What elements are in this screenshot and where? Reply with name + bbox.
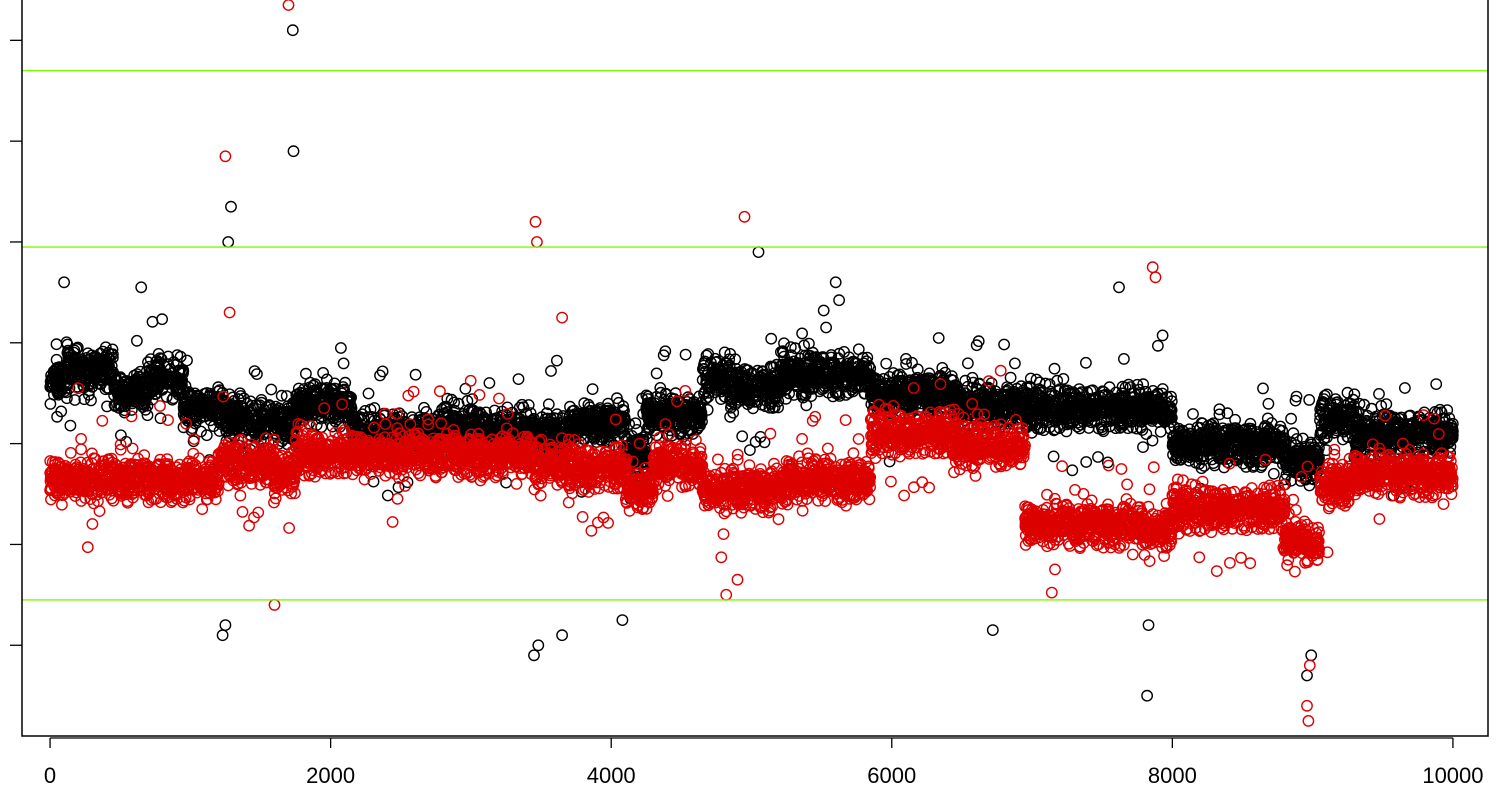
data-point-s0-2589	[679, 348, 692, 361]
data-point-s0-157	[101, 400, 113, 413]
data-point-s0-3247	[796, 327, 808, 340]
data-point-s0-1194	[337, 357, 350, 370]
data-point-s0-4549	[1048, 362, 1061, 375]
data-point-s0-223	[70, 342, 83, 355]
data-point-s0-542	[151, 360, 164, 373]
data-point-s0-2041	[545, 365, 557, 377]
data-point-s0-468	[156, 313, 169, 326]
data-point-s0-261	[89, 366, 102, 379]
data-point-s0-4198	[1047, 450, 1060, 463]
data-point-s0-396	[115, 429, 127, 442]
data-point-s0-182	[78, 393, 91, 406]
data-point-s0-382	[109, 400, 122, 413]
data-point-s0-557	[153, 367, 166, 380]
data-point-s0-263	[86, 349, 98, 362]
data-point-s0-558	[145, 376, 158, 389]
data-point-s0-1705	[512, 373, 525, 385]
data-point-s0-403	[112, 388, 124, 401]
data-point-s0-4432	[1080, 356, 1092, 369]
data-point-s0-264	[96, 367, 109, 380]
data-point-s0-550	[174, 378, 187, 391]
data-point-s0-4645	[1152, 339, 1164, 352]
data-point-s0-4309	[1118, 352, 1130, 365]
data-point-s0-2914	[744, 444, 756, 456]
data-point-s0-553	[143, 364, 156, 377]
data-point-s0-756	[248, 365, 261, 377]
data-point-s0-837	[250, 368, 263, 380]
data-point-s0-3007	[765, 332, 778, 345]
data-point-s0-4122	[1137, 441, 1149, 453]
data-point-s0-2700	[659, 345, 672, 358]
data-point-s0-99	[69, 394, 81, 406]
data-point-s0-4216	[1066, 464, 1079, 477]
data-point-s0-2485	[629, 417, 642, 430]
data-point-s0-110	[64, 419, 77, 432]
data-point-s0-555	[172, 376, 185, 389]
data-point-s0-405	[119, 386, 132, 398]
data-point-s0-4672	[1156, 329, 1169, 342]
data-point-s0-4937	[1267, 467, 1280, 480]
data-point-s0-62	[44, 397, 57, 410]
data-point-s0-70	[50, 379, 62, 391]
data-point-s0-259	[61, 370, 74, 383]
data-point-s0-3370	[833, 294, 845, 307]
data-point-s0-3203	[852, 343, 865, 356]
data-point-s0-3798	[1009, 357, 1021, 370]
data-point-s0-2212	[586, 383, 599, 395]
data-point-s0-1359	[362, 387, 375, 400]
data-point-s0-256	[100, 349, 113, 362]
data-point-s0-473	[160, 390, 173, 403]
data-point-s0-4213	[1080, 456, 1093, 468]
data-point-s0-409	[108, 382, 121, 395]
data-point-s0-2661	[650, 367, 663, 380]
data-point-s0-1287	[409, 368, 422, 381]
data-point-s0-566	[181, 354, 193, 367]
data-point-s0-54	[50, 353, 63, 366]
data-point-s0-3739	[880, 357, 893, 370]
data-point-s0-1612	[381, 489, 394, 502]
data-point-s0-248	[79, 373, 92, 386]
data-point-s0-3343	[817, 304, 830, 317]
data-point-s0-2068	[551, 354, 563, 367]
data-point-s0-535	[146, 393, 159, 406]
data-point-s0-3130	[820, 321, 832, 334]
data-point-s0-4066	[1004, 371, 1017, 384]
data-point-s0-411	[130, 383, 143, 396]
data-points	[44, 0, 1459, 727]
data-point-s0-177	[83, 384, 96, 397]
data-point-s0-65	[52, 387, 65, 400]
data-point-s0-3752	[932, 332, 945, 344]
data-point-s0-61	[50, 338, 63, 351]
data-point-s0-4602	[1154, 425, 1167, 438]
data-point-s0-3963	[962, 357, 974, 370]
data-point-s0-4178	[1092, 451, 1104, 463]
data-point-s0-253	[77, 360, 90, 373]
data-point-s0-486	[154, 412, 167, 425]
data-point-s0-375	[130, 334, 143, 347]
data-point-s0-4002	[972, 335, 985, 348]
data-point-s0-1828	[483, 377, 496, 389]
data-point-s0-262	[107, 348, 119, 361]
data-point-s0-45	[55, 405, 68, 418]
data-point-s0-1020	[265, 383, 278, 396]
data-point-s0-255	[62, 344, 74, 357]
data-point-s0-340	[125, 404, 138, 416]
data-point-s0-1148	[334, 342, 347, 354]
data-point-s0-3891	[998, 338, 1010, 351]
data-point-s0-4573	[1057, 372, 1070, 385]
data-point-s0-2896	[736, 430, 749, 443]
data-point-s0-443	[146, 315, 159, 328]
data-point-s0-257	[73, 373, 85, 385]
data-point-s0-4652	[1146, 434, 1159, 447]
